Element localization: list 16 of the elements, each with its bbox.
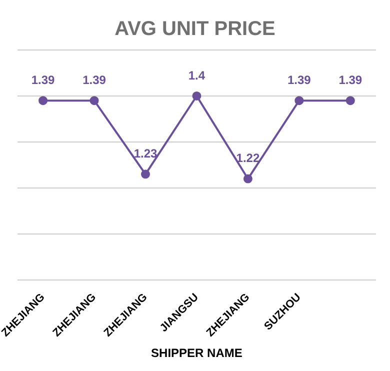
- point: [90, 96, 99, 106]
- point: [38, 96, 48, 106]
- data-label: 1.39: [338, 72, 362, 87]
- x-axis-title: SHIPPER NAME: [151, 346, 242, 360]
- data-label: 1.22: [236, 151, 260, 166]
- point: [192, 91, 202, 100]
- point: [140, 170, 150, 179]
- data-label: 1.39: [82, 72, 106, 87]
- data-label: 1.39: [31, 72, 56, 87]
- point: [346, 96, 355, 106]
- chart-title: AVG UNIT PRICE: [114, 18, 276, 42]
- data-label: 1.23: [134, 146, 158, 160]
- point: [294, 96, 304, 106]
- data-label: 1.39: [287, 72, 312, 87]
- data-label: 1.4: [188, 68, 206, 82]
- point: [243, 174, 252, 184]
